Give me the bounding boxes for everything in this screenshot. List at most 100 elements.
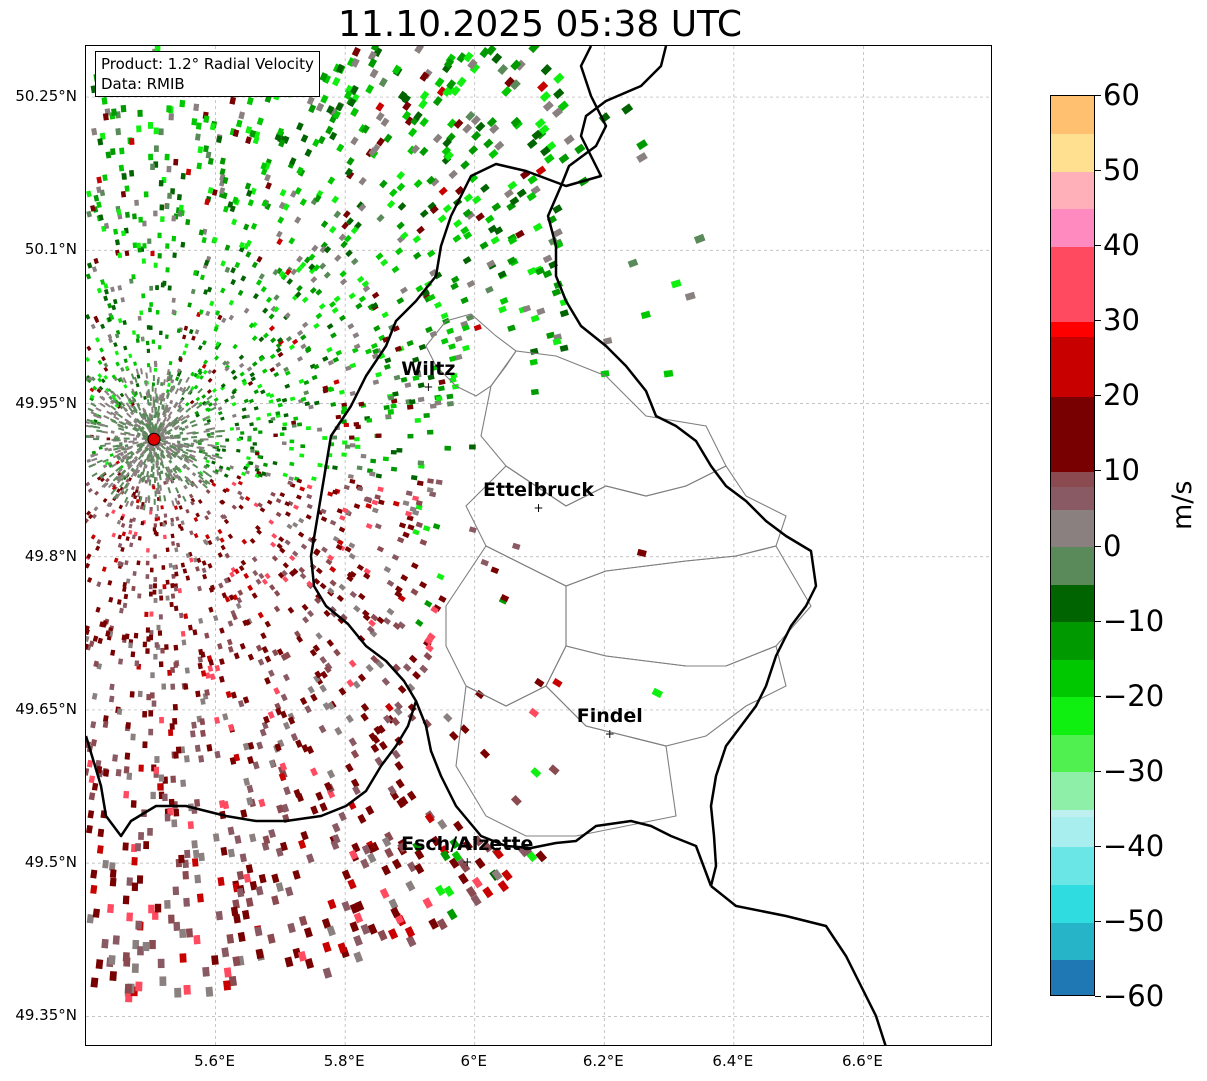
- velocity-echo: [394, 345, 402, 353]
- velocity-echo: [349, 590, 358, 599]
- velocity-echo: [126, 877, 133, 886]
- velocity-echo: [350, 257, 359, 266]
- velocity-echo: [370, 743, 380, 753]
- velocity-echo: [154, 642, 159, 648]
- velocity-echo: [204, 198, 210, 206]
- velocity-echo: [391, 749, 401, 760]
- velocity-echo: [343, 234, 352, 243]
- velocity-echo: [176, 372, 181, 377]
- velocity-echo: [288, 237, 296, 245]
- velocity-echo: [245, 251, 252, 258]
- clutter-echo: [177, 379, 182, 386]
- velocity-echo: [409, 506, 417, 513]
- clutter-echo: [178, 407, 185, 414]
- velocity-echo: [270, 541, 277, 548]
- velocity-echo: [237, 490, 243, 496]
- clutter-echo: [182, 495, 187, 502]
- velocity-echo: [314, 596, 322, 605]
- velocity-echo: [118, 658, 124, 665]
- velocity-echo: [338, 526, 346, 533]
- velocity-echo: [237, 589, 244, 596]
- velocity-echo: [401, 94, 411, 105]
- velocity-echo: [147, 827, 153, 836]
- velocity-echo: [290, 268, 298, 276]
- clutter-echo: [150, 457, 154, 464]
- velocity-echo: [526, 191, 537, 202]
- velocity-echo: [93, 194, 100, 202]
- velocity-echo: [164, 813, 171, 822]
- velocity-echo: [86, 635, 90, 643]
- velocity-echo: [274, 743, 282, 752]
- clutter-echo: [185, 407, 192, 413]
- velocity-echo: [396, 182, 406, 192]
- velocity-echo: [97, 377, 103, 383]
- velocity-echo: [436, 86, 447, 97]
- velocity-echo: [255, 578, 262, 585]
- colorbar-segment: [1051, 921, 1094, 961]
- clutter-echo: [166, 466, 172, 473]
- velocity-echo: [363, 567, 371, 575]
- clutter-echo: [125, 402, 131, 409]
- velocity-echo: [449, 838, 460, 850]
- velocity-echo: [394, 585, 403, 593]
- velocity-echo: [247, 741, 255, 750]
- velocity-echo: [475, 212, 485, 222]
- velocity-echo: [87, 487, 93, 493]
- velocity-echo: [121, 634, 127, 641]
- velocity-echo: [209, 300, 215, 307]
- clutter-echo: [119, 400, 126, 407]
- velocity-echo: [324, 781, 333, 791]
- clutter-echo: [123, 488, 129, 495]
- velocity-echo: [414, 46, 425, 54]
- velocity-echo: [122, 320, 127, 326]
- velocity-echo: [125, 722, 131, 729]
- velocity-echo: [350, 57, 360, 68]
- clutter-echo: [119, 488, 125, 495]
- velocity-echo: [173, 586, 179, 592]
- velocity-echo: [453, 820, 464, 832]
- velocity-echo: [326, 323, 334, 330]
- velocity-echo: [103, 366, 109, 372]
- velocity-echo: [222, 800, 230, 810]
- city-label-ettelbruck: Ettelbruck: [483, 478, 594, 501]
- velocity-echo: [417, 382, 425, 389]
- velocity-echo: [239, 853, 248, 863]
- velocity-echo: [224, 266, 231, 273]
- velocity-echo: [256, 741, 264, 750]
- velocity-echo: [504, 76, 516, 88]
- velocity-echo: [215, 535, 221, 542]
- velocity-echo: [437, 214, 447, 224]
- velocity-echo: [181, 334, 187, 340]
- velocity-echo: [527, 174, 538, 185]
- velocity-echo: [250, 446, 255, 450]
- velocity-echo: [264, 655, 272, 663]
- clutter-echo: [120, 421, 127, 426]
- velocity-echo: [182, 463, 188, 469]
- velocity-echo: [131, 963, 139, 974]
- velocity-echo: [275, 882, 284, 893]
- clutter-echo: [139, 461, 144, 468]
- velocity-echo: [319, 656, 327, 664]
- clutter-echo: [154, 423, 157, 431]
- clutter-echo: [90, 411, 97, 416]
- velocity-echo: [224, 360, 231, 366]
- velocity-echo: [89, 396, 95, 402]
- velocity-echo: [402, 500, 410, 507]
- velocity-echo: [152, 911, 159, 920]
- clutter-echo: [101, 482, 108, 488]
- velocity-echo: [319, 72, 328, 82]
- velocity-echo: [262, 307, 269, 314]
- velocity-echo: [158, 128, 164, 136]
- velocity-echo: [213, 355, 220, 361]
- velocity-echo: [408, 127, 418, 138]
- velocity-echo: [448, 857, 460, 869]
- velocity-echo: [292, 521, 299, 528]
- velocity-echo: [158, 614, 163, 620]
- clutter-echo: [182, 450, 189, 455]
- velocity-echo: [277, 572, 285, 579]
- velocity-echo: [218, 675, 225, 683]
- velocity-echo: [250, 376, 256, 382]
- velocity-echo: [108, 862, 116, 871]
- velocity-echo: [201, 394, 207, 399]
- velocity-echo: [233, 753, 241, 762]
